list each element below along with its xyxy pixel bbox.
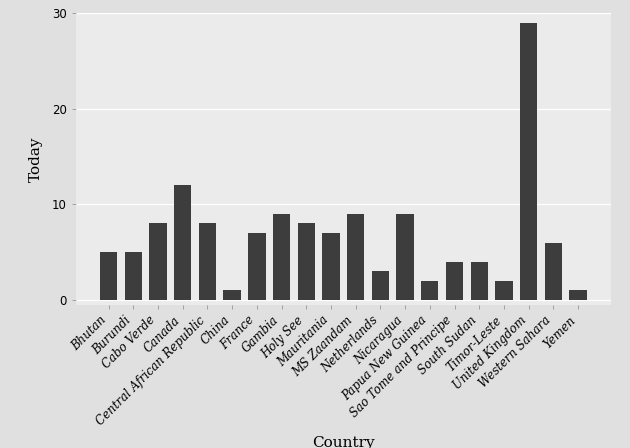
Bar [471, 262, 488, 300]
Bar [495, 281, 513, 300]
Bar [297, 224, 315, 300]
Bar [248, 233, 265, 300]
Bar [520, 23, 537, 300]
Bar [372, 271, 389, 300]
Bar [396, 214, 414, 300]
Bar [421, 281, 438, 300]
Bar [125, 252, 142, 300]
Bar [273, 214, 290, 300]
Bar [174, 185, 192, 300]
Bar [446, 262, 463, 300]
Bar [100, 252, 117, 300]
Bar [199, 224, 216, 300]
X-axis label: Country: Country [312, 436, 375, 448]
Bar [323, 233, 340, 300]
Bar [347, 214, 364, 300]
Y-axis label: Today: Today [30, 136, 43, 182]
Bar [224, 290, 241, 300]
Bar [545, 242, 562, 300]
Bar [570, 290, 587, 300]
Bar [149, 224, 167, 300]
